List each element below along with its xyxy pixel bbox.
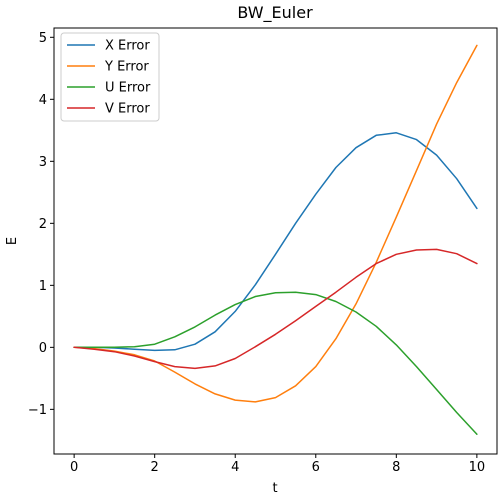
y-tick-label-6: 5 (39, 31, 47, 46)
legend-box (60, 32, 160, 122)
legend-label-1: Y Error (104, 60, 149, 75)
y-tick-label-0: −1 (28, 403, 47, 418)
y-tick-label-5: 4 (39, 93, 47, 108)
y-tick-label-1: 0 (39, 341, 47, 356)
chart-title: BW_Euler (237, 3, 313, 23)
x-tick-label-3: 6 (312, 460, 320, 475)
x-tick-label-5: 10 (469, 460, 486, 475)
x-tick-label-4: 8 (392, 460, 400, 475)
x-tick-label-2: 4 (231, 460, 239, 475)
series-line-2 (73, 291, 478, 435)
x-tick-label-1: 2 (151, 460, 159, 475)
x-tick-label-0: 0 (70, 460, 78, 475)
y-axis: −1 0 1 2 3 4 5 (28, 31, 54, 418)
legend-label-3: V Error (105, 102, 150, 117)
y-axis-label: E (5, 237, 20, 245)
series-layer (73, 44, 478, 435)
series-line-1 (73, 44, 478, 403)
plot-frame (53, 27, 498, 455)
legend-label-2: U Error (105, 81, 151, 96)
series-line-3 (73, 248, 478, 370)
y-tick-label-2: 1 (39, 279, 47, 294)
y-tick-label-3: 2 (39, 217, 47, 232)
x-axis: 0 2 4 6 8 10 (70, 454, 485, 475)
legend-label-0: X Error (105, 39, 150, 54)
series-line-0 (73, 132, 478, 352)
x-axis-label: t (272, 481, 277, 496)
legend: X Error Y Error U Error V Error (60, 32, 160, 122)
y-tick-label-4: 3 (39, 155, 47, 170)
